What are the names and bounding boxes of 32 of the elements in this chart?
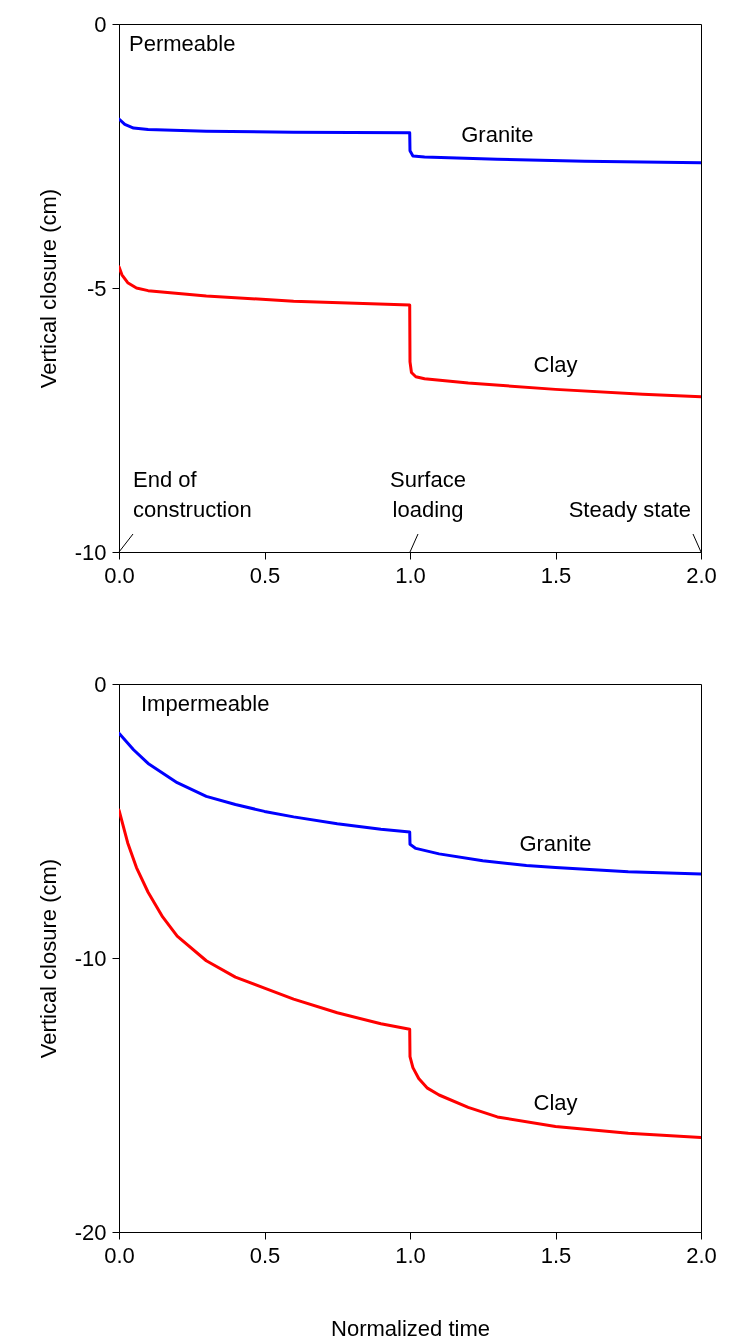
line-series [119, 117, 701, 165]
annotation: Steady state [568, 497, 691, 522]
y-axis-title: Vertical closure (cm) [35, 858, 61, 1059]
x-axis-title: Normalized time [331, 1315, 490, 1341]
series-label: Clay [533, 352, 578, 378]
series-label: Granite [519, 830, 592, 856]
x-tick-label: 0.0 [104, 562, 135, 588]
x-tick-label: 0.5 [249, 562, 281, 588]
annotation: End of construction [133, 467, 252, 522]
y-tick-label: -10 [74, 945, 107, 971]
y-tick-label: -10 [74, 539, 107, 565]
series-label: Clay [533, 1089, 578, 1115]
y-axis-title: Vertical closure (cm) [35, 188, 61, 389]
x-tick-label: 2.0 [686, 1242, 717, 1268]
y-tick-label: 0 [94, 11, 107, 37]
annotation: Permeable [129, 31, 236, 56]
line-series [119, 265, 701, 399]
y-tick-label: 0 [94, 671, 107, 697]
y-tick-label: -5 [86, 275, 107, 301]
line-series [119, 808, 701, 1139]
line-series [119, 731, 701, 876]
x-tick-label: 1.5 [540, 1242, 572, 1268]
y-tick-label: -20 [74, 1219, 107, 1245]
x-tick-label: 2.0 [686, 562, 717, 588]
x-tick-label: 1.5 [540, 562, 572, 588]
annotation: Impermeable [141, 691, 270, 716]
x-tick-label: 0.5 [249, 1242, 281, 1268]
x-tick-label: 1.0 [395, 562, 426, 588]
annotation: Surface loading [390, 467, 466, 522]
series-label: Granite [461, 122, 534, 148]
x-tick-label: 1.0 [395, 1242, 426, 1268]
x-tick-label: 0.0 [104, 1242, 135, 1268]
